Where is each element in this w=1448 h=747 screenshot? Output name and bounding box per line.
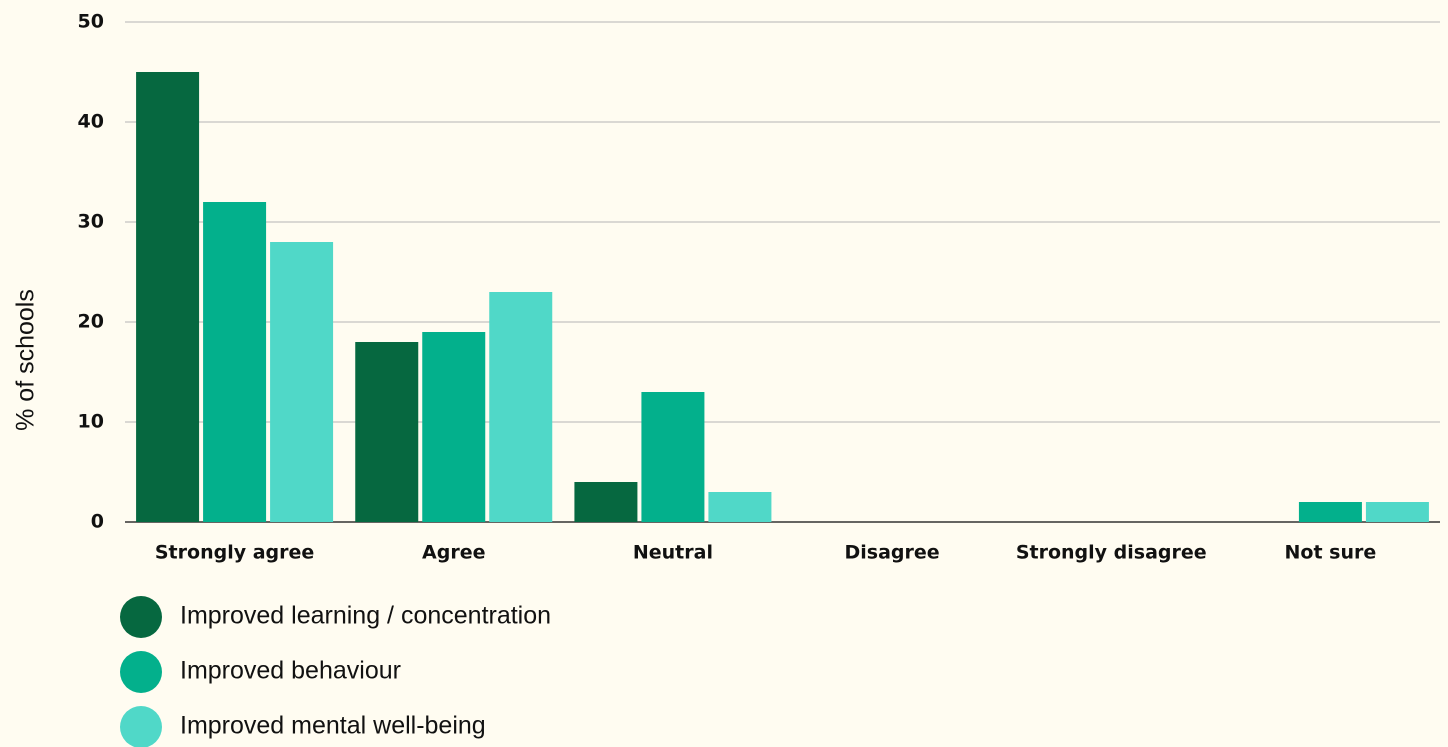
bar bbox=[1365, 502, 1429, 522]
y-tick-label: 0 bbox=[91, 511, 104, 533]
y-tick-label: 20 bbox=[78, 311, 104, 333]
x-tick-label: Strongly disagree bbox=[1016, 542, 1207, 564]
x-tick-label: Strongly agree bbox=[155, 542, 314, 564]
bar bbox=[136, 72, 200, 522]
bar bbox=[270, 242, 334, 522]
legend-marker bbox=[120, 706, 162, 747]
bar bbox=[489, 292, 553, 522]
legend-marker bbox=[120, 651, 162, 693]
y-axis-label: % of schools bbox=[12, 289, 40, 431]
y-tick-label: 10 bbox=[78, 411, 104, 433]
y-tick-label: 50 bbox=[78, 11, 104, 33]
bar bbox=[422, 332, 486, 522]
legend-marker bbox=[120, 596, 162, 638]
bar bbox=[708, 492, 772, 522]
x-tick-label: Agree bbox=[422, 542, 485, 564]
bar bbox=[574, 482, 638, 522]
bar bbox=[1298, 502, 1362, 522]
bar bbox=[203, 202, 267, 522]
legend-label: Improved learning / concentration bbox=[180, 602, 551, 630]
x-tick-label: Neutral bbox=[633, 542, 713, 564]
bar bbox=[355, 342, 419, 522]
x-tick-label: Not sure bbox=[1285, 542, 1377, 564]
legend-label: Improved behaviour bbox=[180, 657, 401, 685]
x-tick-label: Disagree bbox=[844, 542, 939, 564]
y-tick-label: 30 bbox=[78, 211, 104, 233]
y-tick-label: 40 bbox=[78, 111, 104, 133]
legend-label: Improved mental well-being bbox=[180, 712, 486, 740]
bar bbox=[641, 392, 705, 522]
